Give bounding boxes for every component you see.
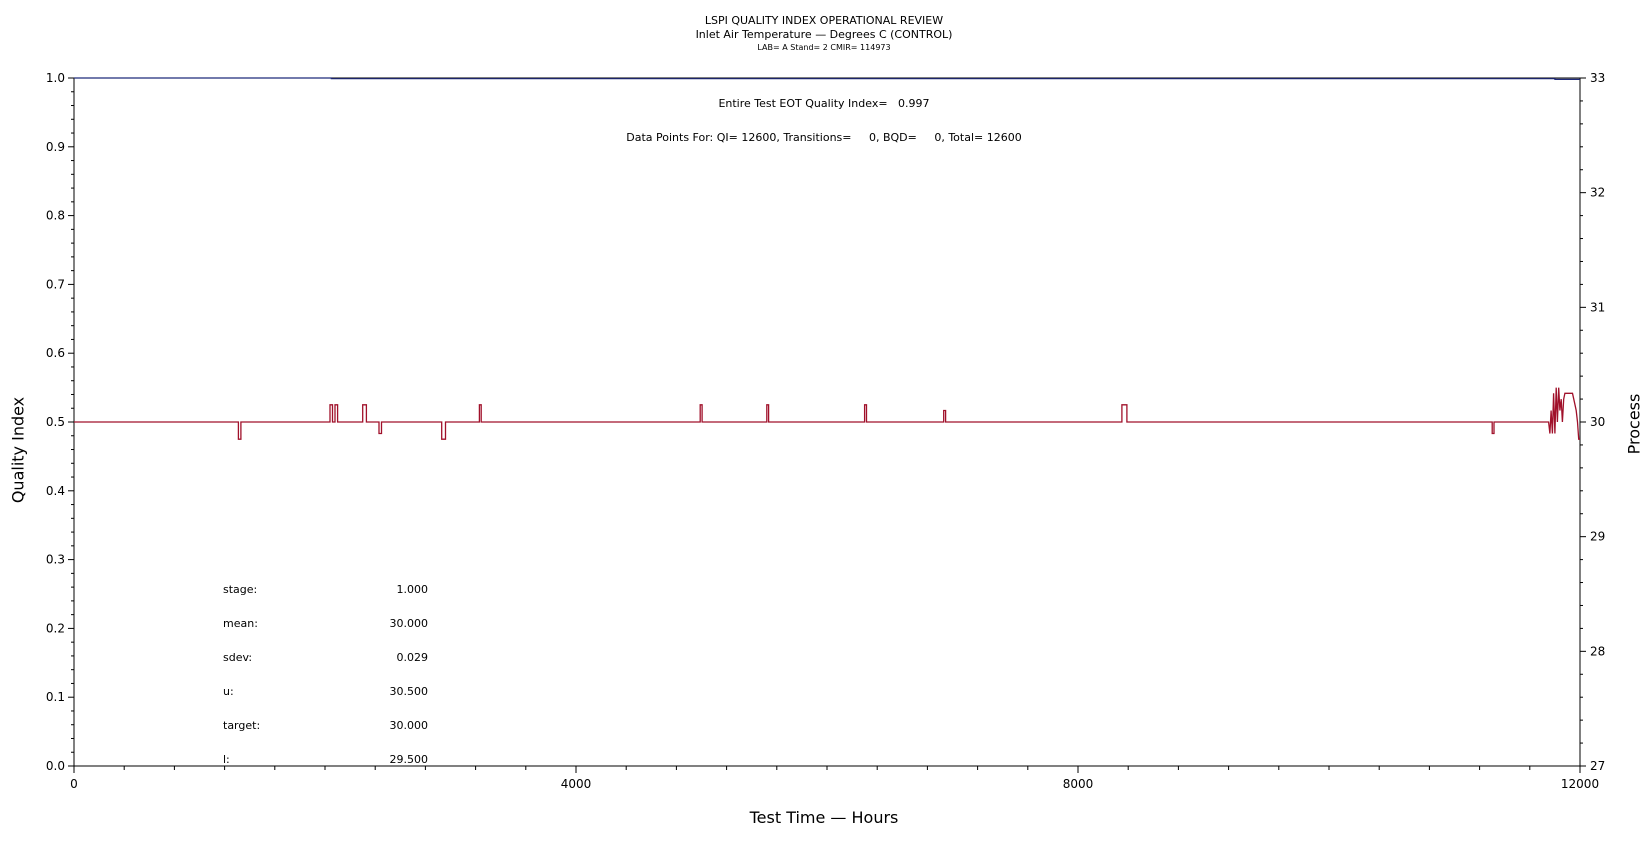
- y2-tick-label: 30: [1590, 415, 1605, 429]
- y2-axis-title: Process: [1624, 393, 1644, 455]
- x-tick-label: 8000: [1063, 777, 1094, 791]
- y-tick-label: 1.0: [46, 71, 65, 85]
- x-tick-label: 12000: [1561, 777, 1599, 791]
- data-points-annotation: Data Points For: QI= 12600, Transitions=…: [626, 131, 1022, 144]
- stat-label: u:: [223, 685, 234, 698]
- y2-tick-label: 29: [1590, 530, 1605, 544]
- x-tick-label: 0: [70, 777, 78, 791]
- stat-label: sdev:: [223, 651, 253, 664]
- stat-label: mean:: [223, 617, 258, 630]
- y-tick-label: 0.3: [46, 553, 65, 567]
- chart-info-line: LAB= A Stand= 2 CMIR= 114973: [757, 43, 891, 52]
- series-layer: [74, 77, 1580, 440]
- stat-label: stage:: [223, 583, 258, 596]
- y-tick-label: 0.7: [46, 277, 65, 291]
- y2-tick-label: 32: [1590, 186, 1605, 200]
- stat-value: 30.000: [389, 719, 429, 732]
- axes-group: 0.0 0.1 0.2 0.3 0.4 0.5 0.6 0.7 0.8 0.9 1.0 27 28 29 3…: [46, 71, 1605, 791]
- chart-subtitle: Inlet Air Temperature — Degrees C (CONTR…: [695, 28, 953, 41]
- quality-index-annotation: Entire Test EOT Quality Index= 0.997: [718, 97, 930, 110]
- series-line-process: [74, 387, 1580, 440]
- series-line-quality-index: [74, 77, 1580, 81]
- y-tick-label: 0.2: [46, 621, 65, 635]
- chart-title: LSPI QUALITY INDEX OPERATIONAL REVIEW: [704, 14, 944, 27]
- y-tick-label: 0.4: [46, 484, 65, 498]
- stat-value: 29.500: [389, 753, 429, 766]
- y2-tick-label: 28: [1590, 644, 1605, 658]
- stat-value: 0.029: [396, 651, 429, 664]
- x-axis-title: Test Time — Hours: [749, 808, 899, 827]
- y-tick-label: 0.5: [46, 415, 65, 429]
- y-tick-label: 0.9: [46, 140, 65, 154]
- y2-tick-label: 27: [1590, 759, 1605, 773]
- x-tick-label: 4000: [561, 777, 592, 791]
- y-axis-title: Quality Index: [8, 396, 28, 504]
- stat-value: 1.000: [396, 583, 429, 596]
- y-tick-label: 0.1: [46, 690, 65, 704]
- stat-value: 30.000: [389, 617, 429, 630]
- y-tick-label: 0.6: [46, 346, 65, 360]
- stat-label: l:: [223, 753, 230, 766]
- y2-tick-label: 33: [1590, 71, 1605, 85]
- y2-tick-label: 31: [1590, 300, 1605, 314]
- stat-label: target:: [223, 719, 261, 732]
- stat-value: 30.500: [389, 685, 429, 698]
- y-tick-label: 0.0: [46, 759, 65, 773]
- y-tick-label: 0.8: [46, 209, 65, 223]
